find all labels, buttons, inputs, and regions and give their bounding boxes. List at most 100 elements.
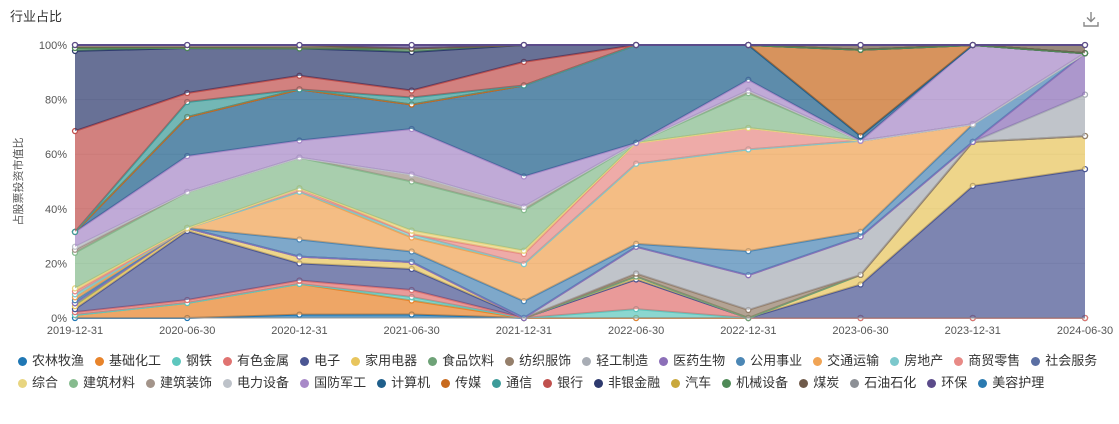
legend-label: 医药生物 [673, 353, 726, 368]
legend-item[interactable]: 轻工制造 [582, 350, 648, 372]
legend-label: 非银金融 [608, 375, 661, 390]
point-环保 [408, 41, 415, 49]
y-tick-label: 80% [45, 95, 67, 107]
legend-item[interactable]: 汽车 [671, 372, 711, 394]
legend-label: 传媒 [455, 375, 482, 390]
legend-marker-icon [428, 357, 438, 366]
area-电子 [75, 169, 1085, 318]
legend-item[interactable]: 家用电器 [351, 350, 417, 372]
legend-label: 计算机 [391, 375, 431, 390]
legend-item[interactable]: 美容护理 [978, 372, 1044, 394]
legend-marker-icon [95, 357, 105, 366]
point-环保 [632, 41, 640, 49]
x-tick-label: 2020-06-30 [159, 325, 215, 337]
x-tick-label: 2021-12-31 [496, 325, 552, 337]
legend-marker-icon [223, 379, 233, 388]
legend-label: 煤炭 [813, 375, 840, 390]
legend-item[interactable]: 传媒 [441, 372, 481, 394]
legend-item[interactable]: 电力设备 [223, 372, 289, 394]
legend-item[interactable]: 非银金融 [594, 372, 660, 394]
legend-label: 商贸零售 [968, 353, 1021, 368]
legend-item[interactable]: 机械设备 [722, 372, 788, 394]
area-轻工制造 [75, 94, 1085, 319]
legend-item[interactable]: 建筑装饰 [146, 372, 212, 394]
line-电子 [74, 168, 1086, 320]
legend-item[interactable]: 纺织服饰 [505, 350, 571, 372]
chart-title: 行业占比 [10, 9, 63, 24]
legend-marker-icon [594, 379, 604, 388]
legend-item[interactable]: 医药生物 [659, 350, 725, 372]
legend-item[interactable]: 农林牧渔 [18, 350, 84, 372]
legend: 农林牧渔 基础化工 钢铁 有色金属 电子 家用电器 食品饮料 纺织服饰 轻工制造 医药生物 公用事业… [18, 350, 1113, 394]
legend-label: 基础化工 [109, 353, 162, 368]
legend-marker-icon [146, 379, 156, 388]
point-环保 [184, 41, 191, 49]
legend-label: 环保 [941, 375, 968, 390]
legend-marker-icon [505, 357, 515, 366]
point-环保 [71, 41, 79, 49]
legend-item[interactable]: 煤炭 [799, 372, 839, 394]
legend-item[interactable]: 交通运输 [813, 350, 879, 372]
legend-item[interactable]: 房地产 [890, 350, 943, 372]
legend-label: 公用事业 [750, 353, 803, 368]
area-煤炭 [75, 45, 1085, 54]
area-非银金融 [75, 45, 1085, 132]
y-tick-label: 60% [45, 149, 67, 161]
legend-label: 银行 [557, 375, 584, 390]
legend-marker-icon [736, 357, 746, 366]
area-公用事业 [75, 53, 1085, 318]
x-tick-label: 2023-12-31 [945, 325, 1001, 337]
legend-item[interactable]: 电子 [300, 350, 340, 372]
x-tick-label: 2019-12-31 [47, 325, 103, 337]
legend-item[interactable]: 综合 [18, 372, 58, 394]
legend-label: 建筑装饰 [160, 375, 213, 390]
legend-item[interactable]: 通信 [492, 372, 532, 394]
y-tick-label: 0% [51, 313, 67, 325]
stacked-area-chart: 0% 20% 40% 60% 80% 100% 占股票投资市值比 2019-12-31 2020… [11, 40, 1113, 337]
legend-item[interactable]: 建筑材料 [69, 372, 135, 394]
area-国防军工 [75, 45, 1085, 247]
point-环保 [857, 41, 864, 49]
legend-marker-icon [850, 379, 860, 388]
legend-item[interactable]: 计算机 [377, 372, 430, 394]
legend-item[interactable]: 石油石化 [850, 372, 916, 394]
legend-marker-icon [671, 379, 681, 388]
legend-marker-icon [69, 379, 79, 388]
legend-marker-icon [890, 357, 900, 366]
legend-marker-icon [351, 357, 361, 366]
area-家用电器 [75, 136, 1085, 318]
legend-item[interactable]: 银行 [543, 372, 583, 394]
y-tick-label: 20% [45, 258, 67, 270]
legend-label: 石油石化 [864, 375, 917, 390]
legend-marker-icon [799, 379, 809, 388]
legend-marker-icon [927, 379, 937, 388]
legend-label: 钢铁 [186, 353, 213, 368]
legend-label: 电子 [314, 353, 341, 368]
legend-label: 轻工制造 [596, 353, 649, 368]
legend-label: 汽车 [685, 375, 712, 390]
legend-item[interactable]: 公用事业 [736, 350, 802, 372]
legend-item[interactable]: 国防军工 [300, 372, 366, 394]
legend-marker-icon [300, 379, 310, 388]
legend-item[interactable]: 基础化工 [95, 350, 161, 372]
legend-label: 国防军工 [314, 375, 367, 390]
download-icon[interactable] [1082, 10, 1100, 28]
legend-item[interactable]: 社会服务 [1031, 350, 1097, 372]
legend-item[interactable]: 有色金属 [223, 350, 289, 372]
legend-label: 机械设备 [736, 375, 789, 390]
legend-marker-icon [18, 379, 27, 388]
legend-item[interactable]: 商贸零售 [954, 350, 1020, 372]
area-建筑材料 [75, 53, 1085, 289]
legend-item[interactable]: 钢铁 [172, 350, 212, 372]
point-环保 [520, 41, 528, 49]
x-tick-label: 2023-06-30 [832, 325, 888, 337]
legend-marker-icon [954, 357, 964, 366]
area-基础化工 [75, 283, 1085, 318]
legend-label: 美容护理 [992, 375, 1045, 390]
legend-item[interactable]: 食品饮料 [428, 350, 494, 372]
legend-label: 家用电器 [365, 353, 418, 368]
area-传媒 [75, 45, 1085, 232]
x-tick-label: 2020-12-31 [271, 325, 327, 337]
legend-item[interactable]: 环保 [927, 372, 967, 394]
legend-label: 电力设备 [237, 375, 290, 390]
